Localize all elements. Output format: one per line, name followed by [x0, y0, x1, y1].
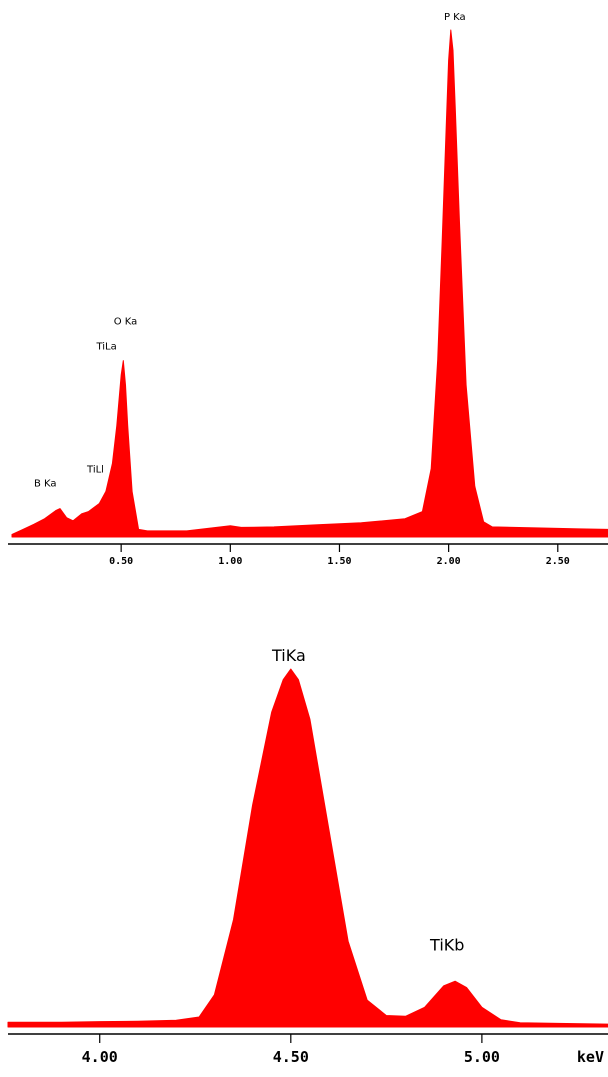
peak-label: O Ka: [114, 316, 138, 327]
spectrum-chart-low-energy: 0.50 1.00 1.50 2.00 2.50 B Ka TiLl TiLa O Ka P Ka: [8, 12, 608, 567]
spectrum-chart-ti-k: 4.00 4.50 5.00 keV TiKa TiKb: [7, 646, 608, 1066]
x-tick-label: 5.00: [464, 1048, 500, 1066]
x-tick-label: 4.00: [82, 1048, 118, 1066]
spectrum-series-1: [7, 668, 608, 1028]
spectrum-panel-ti-k: 4.00 4.50 5.00 keV TiKa TiKb: [0, 600, 608, 1077]
x-tick-label: 1.50: [327, 556, 351, 567]
x-tick-label: 4.50: [273, 1048, 309, 1066]
spectrum-series-0: [11, 29, 608, 538]
peak-label: B Ka: [34, 478, 57, 489]
peak-label: TiLl: [86, 464, 104, 475]
x-axis-unit-label: keV: [577, 1048, 604, 1066]
spectrum-panel-low-energy: 0.50 1.00 1.50 2.00 2.50 B Ka TiLl TiLa O Ka P Ka: [8, 12, 608, 567]
peak-label: TiLa: [95, 342, 116, 353]
peak-label: P Ka: [444, 12, 466, 23]
x-tick-label: 1.00: [218, 556, 242, 567]
peak-label: TiKa: [271, 646, 306, 665]
x-tick-label: 2.00: [437, 556, 461, 567]
peak-label: TiKb: [429, 935, 464, 954]
x-tick-label: 2.50: [546, 556, 570, 567]
x-tick-label: 0.50: [109, 556, 133, 567]
